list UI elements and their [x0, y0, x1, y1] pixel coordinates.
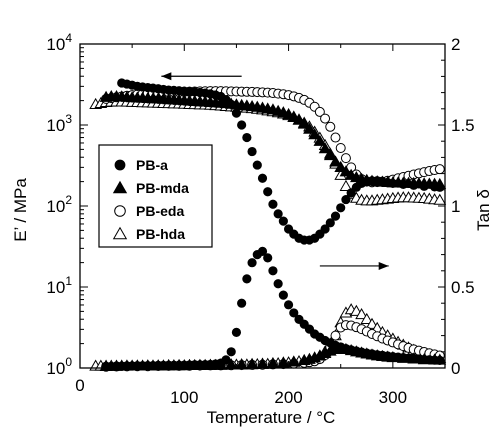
legend-label-pb-eda: PB-eda: [136, 203, 184, 219]
legend-label-pb-a: PB-a: [136, 157, 168, 173]
legend-label-pb-mda: PB-mda: [136, 180, 189, 196]
point-pb-eda-modulus: [434, 164, 445, 175]
x-tick-label: 200: [274, 388, 302, 407]
y-right-tick-label: 0.5: [451, 278, 475, 297]
point-pb-a-tan-delta: [226, 347, 236, 357]
point-pb-hda-tan-delta: [355, 308, 368, 320]
point-pb-a-tan-delta: [289, 308, 299, 318]
point-pb-a-modulus: [336, 203, 346, 213]
y-left-tick-label: 104: [46, 31, 72, 54]
point-pb-eda-tan-delta: [330, 330, 341, 341]
point-pb-a-modulus: [231, 108, 242, 118]
arrow-head: [378, 261, 389, 270]
point-pb-mda-modulus: [303, 122, 316, 134]
point-pb-a-modulus: [242, 132, 252, 143]
point-pb-eda-modulus: [320, 113, 331, 124]
point-pb-a-tan-delta: [231, 327, 242, 337]
arrow-indicators: [161, 72, 389, 270]
point-pb-hda-modulus: [433, 193, 447, 205]
point-pb-a-modulus: [278, 216, 288, 226]
point-pb-a-tan-delta: [263, 253, 273, 263]
y-right-tick-label: 2: [451, 35, 460, 54]
point-pb-a-tan-delta: [221, 355, 231, 365]
point-pb-a-tan-delta: [435, 355, 445, 365]
point-pb-a-modulus: [388, 178, 398, 189]
point-pb-a-modulus: [320, 224, 330, 234]
point-pb-mda-modulus: [323, 149, 337, 161]
point-pb-mda-tan-delta: [276, 356, 290, 368]
y-right-tick-label: 1: [451, 197, 460, 216]
y-right-tick-label: 1.5: [451, 116, 475, 135]
point-pb-mda-tan-delta: [235, 358, 249, 370]
left-axis-title: E’ / MPa: [11, 178, 30, 242]
point-pb-a-tan-delta: [273, 279, 283, 289]
point-pb-a-modulus: [237, 120, 247, 130]
x-tick-label: 0: [75, 376, 84, 395]
point-pb-a-modulus: [419, 181, 429, 191]
point-pb-mda-modulus: [334, 160, 348, 172]
point-pb-a-modulus: [257, 173, 268, 183]
point-pb-a-modulus: [346, 188, 356, 198]
x-tick-label: 300: [379, 388, 407, 407]
point-pb-a-tan-delta: [278, 290, 288, 300]
legend-marker-pb-mda: [112, 180, 128, 194]
point-pb-a-modulus: [252, 160, 262, 170]
legend-marker-pb-hda: [112, 226, 128, 240]
point-pb-mda-tan-delta: [287, 355, 301, 367]
point-pb-a-modulus: [263, 187, 273, 197]
point-pb-mda-modulus: [329, 155, 342, 167]
x-tick-label: 100: [170, 388, 198, 407]
y-left-tick-label: 101: [46, 274, 72, 297]
point-pb-a-tan-delta: [237, 298, 247, 308]
right-axis-title: Tan δ: [474, 189, 493, 231]
point-pb-a-modulus: [325, 218, 335, 228]
point-pb-eda-modulus: [330, 132, 341, 143]
point-pb-eda-modulus: [325, 121, 336, 132]
legend: PB-a PB-mda PB-eda PB-hda: [98, 144, 213, 248]
x-axis-title: Temperature / °C: [207, 408, 336, 427]
point-pb-mda-modulus: [308, 128, 322, 140]
point-pb-a-modulus: [226, 99, 236, 109]
point-pb-a-tan-delta: [247, 258, 257, 268]
point-pb-hda-tan-delta: [365, 317, 379, 329]
legend-marker-pb-a: [114, 159, 126, 171]
point-pb-a-tan-delta: [257, 246, 268, 256]
point-pb-mda-modulus: [313, 134, 327, 146]
legend-marker-pb-eda: [114, 205, 126, 217]
plot-frame: [79, 43, 446, 369]
point-pb-hda-modulus: [339, 179, 353, 191]
point-pb-a-modulus: [330, 211, 341, 221]
point-pb-a-modulus: [247, 146, 257, 157]
point-pb-eda-modulus: [314, 106, 325, 117]
point-pb-a-tan-delta: [242, 274, 252, 284]
point-pb-mda-tan-delta: [224, 358, 238, 370]
legend-label-pb-hda: PB-hda: [136, 226, 185, 242]
point-pb-a-modulus: [341, 194, 351, 205]
arrow-head: [161, 72, 172, 81]
point-pb-mda-modulus: [297, 117, 311, 129]
y-right-tick-label: 0: [451, 359, 460, 378]
point-pb-a-modulus: [268, 199, 278, 209]
y-left-tick-label: 100: [46, 355, 72, 378]
point-pb-eda-modulus: [335, 143, 346, 154]
point-pb-a-modulus: [409, 180, 419, 190]
y-left-tick-label: 102: [46, 193, 72, 216]
point-pb-a-tan-delta: [268, 266, 278, 276]
point-pb-eda-modulus: [340, 153, 351, 164]
point-pb-mda-modulus: [318, 142, 332, 154]
point-pb-hda-tan-delta: [360, 312, 374, 325]
point-pb-a-modulus: [273, 209, 283, 219]
y-left-tick-label: 103: [46, 112, 72, 135]
point-pb-a-tan-delta: [283, 300, 294, 310]
point-pb-a-modulus: [398, 179, 408, 189]
